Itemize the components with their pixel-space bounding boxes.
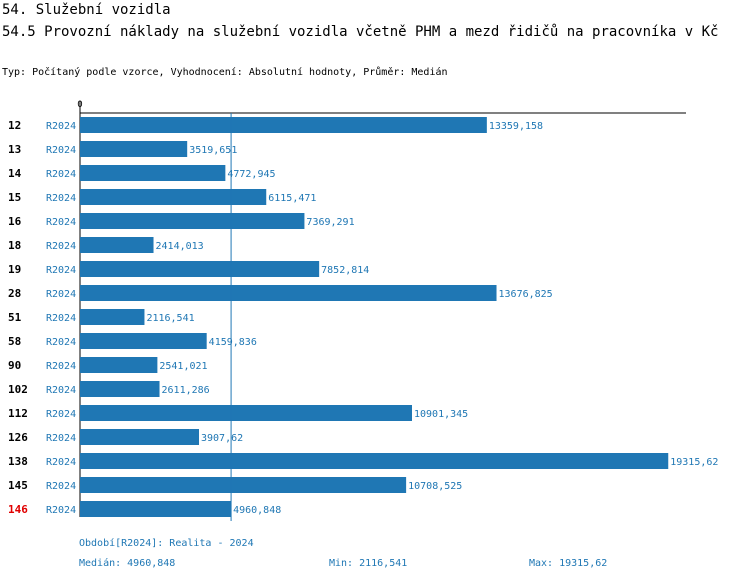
chart-meta: Typ: Počítaný podle vzorce, Vyhodnocení:… — [2, 67, 448, 78]
series-label: R2024 — [46, 169, 76, 180]
series-label: R2024 — [46, 145, 76, 156]
category-label: 145 — [8, 479, 28, 492]
series-label: R2024 — [46, 481, 76, 492]
bar — [80, 357, 158, 373]
bar — [80, 453, 669, 469]
bar — [80, 309, 145, 325]
series-label: R2024 — [46, 313, 76, 324]
bar — [80, 501, 232, 517]
series-label: R2024 — [46, 337, 76, 348]
category-label: 14 — [8, 167, 22, 180]
series-label: R2024 — [46, 433, 76, 444]
bar — [80, 285, 497, 301]
series-label: R2024 — [46, 121, 76, 132]
footer-median: Medián: 4960,848 — [79, 558, 176, 569]
data-label: 7852,814 — [321, 265, 369, 276]
category-label: 28 — [8, 287, 21, 300]
data-label: 4159,836 — [209, 337, 257, 348]
series-label: R2024 — [46, 265, 76, 276]
bar — [80, 381, 160, 397]
bar — [80, 429, 200, 445]
bar — [80, 141, 188, 157]
footer-max: Max: 19315,62 — [529, 558, 608, 569]
series-label: R2024 — [46, 505, 76, 516]
x-axis-origin-label: 0 — [77, 100, 82, 110]
bar — [80, 405, 412, 421]
series-label: R2024 — [46, 409, 76, 420]
category-label: 12 — [8, 119, 21, 132]
data-label: 2414,013 — [156, 241, 204, 252]
data-label: 19315,62 — [670, 457, 718, 468]
bar — [80, 189, 267, 205]
category-label: 18 — [8, 239, 21, 252]
category-label: 51 — [8, 311, 22, 324]
data-label: 7369,291 — [306, 217, 354, 228]
series-label: R2024 — [46, 241, 76, 252]
series-label: R2024 — [46, 457, 76, 468]
data-label: 4772,945 — [227, 169, 275, 180]
bar — [80, 333, 207, 349]
bar — [80, 237, 154, 253]
data-label: 13359,158 — [489, 121, 543, 132]
bar — [80, 213, 305, 229]
bar — [80, 165, 226, 181]
category-label: 112 — [8, 407, 28, 420]
data-label: 4960,848 — [233, 505, 281, 516]
category-label: 126 — [8, 431, 28, 444]
data-label: 13676,825 — [499, 289, 553, 300]
series-label: R2024 — [46, 217, 76, 228]
category-label: 138 — [8, 455, 28, 468]
bar-chart: 0 12 R2024 13359,158 13 R2024 3519,651 14 R2024 4… — [8, 100, 718, 521]
data-label: 10708,525 — [408, 481, 462, 492]
page-title: 54. Služební vozidla — [2, 2, 171, 18]
data-label: 10901,345 — [414, 409, 468, 420]
footer-min: Min: 2116,541 — [329, 558, 408, 569]
data-label: 6115,471 — [268, 193, 316, 204]
chart-title: 54.5 Provozní náklady na služební vozidl… — [2, 24, 719, 40]
bar — [80, 477, 407, 493]
bar — [80, 117, 487, 133]
series-label: R2024 — [46, 289, 76, 300]
series-label: R2024 — [46, 385, 76, 396]
series-label: R2024 — [46, 193, 76, 204]
data-label: 2116,541 — [146, 313, 194, 324]
category-label: 58 — [8, 335, 21, 348]
data-label: 2541,021 — [159, 361, 207, 372]
category-label: 102 — [8, 383, 28, 396]
category-label: 15 — [8, 191, 21, 204]
data-label: 3519,651 — [189, 145, 237, 156]
category-label: 19 — [8, 263, 21, 276]
category-label: 90 — [8, 359, 21, 372]
series-label: R2024 — [46, 361, 76, 372]
category-label: 146 — [8, 503, 28, 516]
bar — [80, 261, 320, 277]
category-label: 13 — [8, 143, 21, 156]
footer-period: Období[R2024]: Realita - 2024 — [79, 538, 254, 549]
data-label: 2611,286 — [162, 385, 210, 396]
data-label: 3907,62 — [201, 433, 243, 444]
category-label: 16 — [8, 215, 22, 228]
